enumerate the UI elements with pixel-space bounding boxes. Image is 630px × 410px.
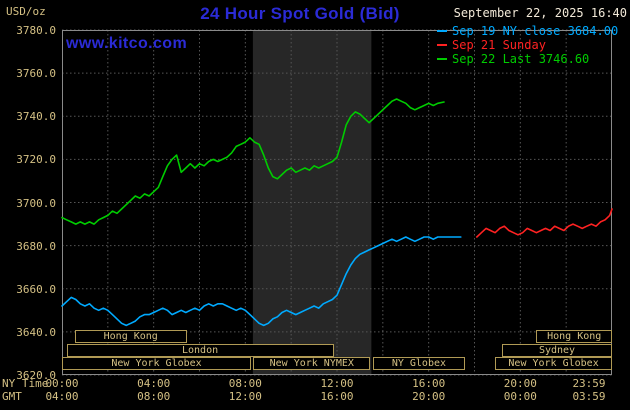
session-box-ny-globex: NY Globex <box>372 357 466 370</box>
price-line-sep21-sunday <box>475 208 613 238</box>
session-box-new-york-nymex: New York NYMEX <box>253 357 371 370</box>
ny-time-axis-label: NY Time <box>2 377 49 390</box>
session-box-hong-kong: Hong Kong <box>74 330 187 343</box>
session-box-london: London <box>66 343 334 357</box>
session-box-sydney: Sydney <box>502 343 612 357</box>
x-tick-label-ny: 00:00 <box>45 377 79 390</box>
x-tick-label-gmt: 03:59 <box>572 390 606 403</box>
y-tick-label: 3720.0 <box>16 153 56 167</box>
x-tick-label-ny: 08:00 <box>228 377 262 390</box>
gmt-axis-label: GMT <box>2 390 22 403</box>
x-tick-label-ny: 23:59 <box>572 377 606 390</box>
x-tick-label-ny: 12:00 <box>320 377 354 390</box>
y-tick-label: 3640.0 <box>16 325 56 339</box>
x-tick-label-gmt: 12:00 <box>228 390 262 403</box>
session-box-new-york-globex: New York Globex <box>62 357 252 370</box>
kitco-watermark: www.kitco.com <box>66 35 188 52</box>
x-tick-label-gmt: 08:00 <box>137 390 171 403</box>
session-box-hong-kong: Hong Kong <box>536 330 612 343</box>
x-tick-label-gmt: 20:00 <box>412 390 446 403</box>
legend-label: Sep 21 Sunday <box>452 38 546 52</box>
x-tick-label-ny: 04:00 <box>137 377 171 390</box>
legend-item-sep19: Sep 19 NY close 3684.00 <box>437 24 618 38</box>
legend-line-icon <box>437 30 447 32</box>
y-tick-label: 3660.0 <box>16 282 56 296</box>
chart-title: 24 Hour Spot Gold (Bid) <box>200 4 400 23</box>
price-line-sep19-ny-close <box>61 236 462 327</box>
session-box-new-york-globex: New York Globex <box>495 357 612 370</box>
x-tick-label-ny: 20:00 <box>503 377 537 390</box>
nymex-session-band <box>252 30 372 375</box>
chart-datetime: September 22, 2025 16:40 <box>453 6 627 20</box>
legend-line-icon <box>437 44 447 46</box>
y-tick-label: 3740.0 <box>16 110 56 124</box>
legend-line-icon <box>437 58 447 60</box>
y-tick-label: 3700.0 <box>16 196 56 210</box>
y-tick-label: 3760.0 <box>16 67 56 81</box>
price-line-sep22-today <box>61 98 445 225</box>
plot-border <box>62 30 612 375</box>
y-tick-label: 3620.0 <box>16 369 56 382</box>
x-tick-label-gmt: 04:00 <box>45 390 79 403</box>
y-tick-label: 3680.0 <box>16 239 56 253</box>
legend-label: Sep 19 NY close 3684.00 <box>452 24 619 38</box>
y-tick-label: 3780.0 <box>16 24 56 37</box>
legend-item-sep22: Sep 22 Last 3746.60 <box>437 52 589 66</box>
price-unit-label: USD/oz <box>6 5 46 18</box>
legend-label: Sep 22 Last 3746.60 <box>452 52 590 66</box>
x-tick-label-gmt: 00:00 <box>503 390 537 403</box>
x-tick-label-ny: 16:00 <box>412 377 446 390</box>
x-tick-label-gmt: 16:00 <box>320 390 354 403</box>
legend-item-sep21: Sep 21 Sunday <box>437 38 546 52</box>
